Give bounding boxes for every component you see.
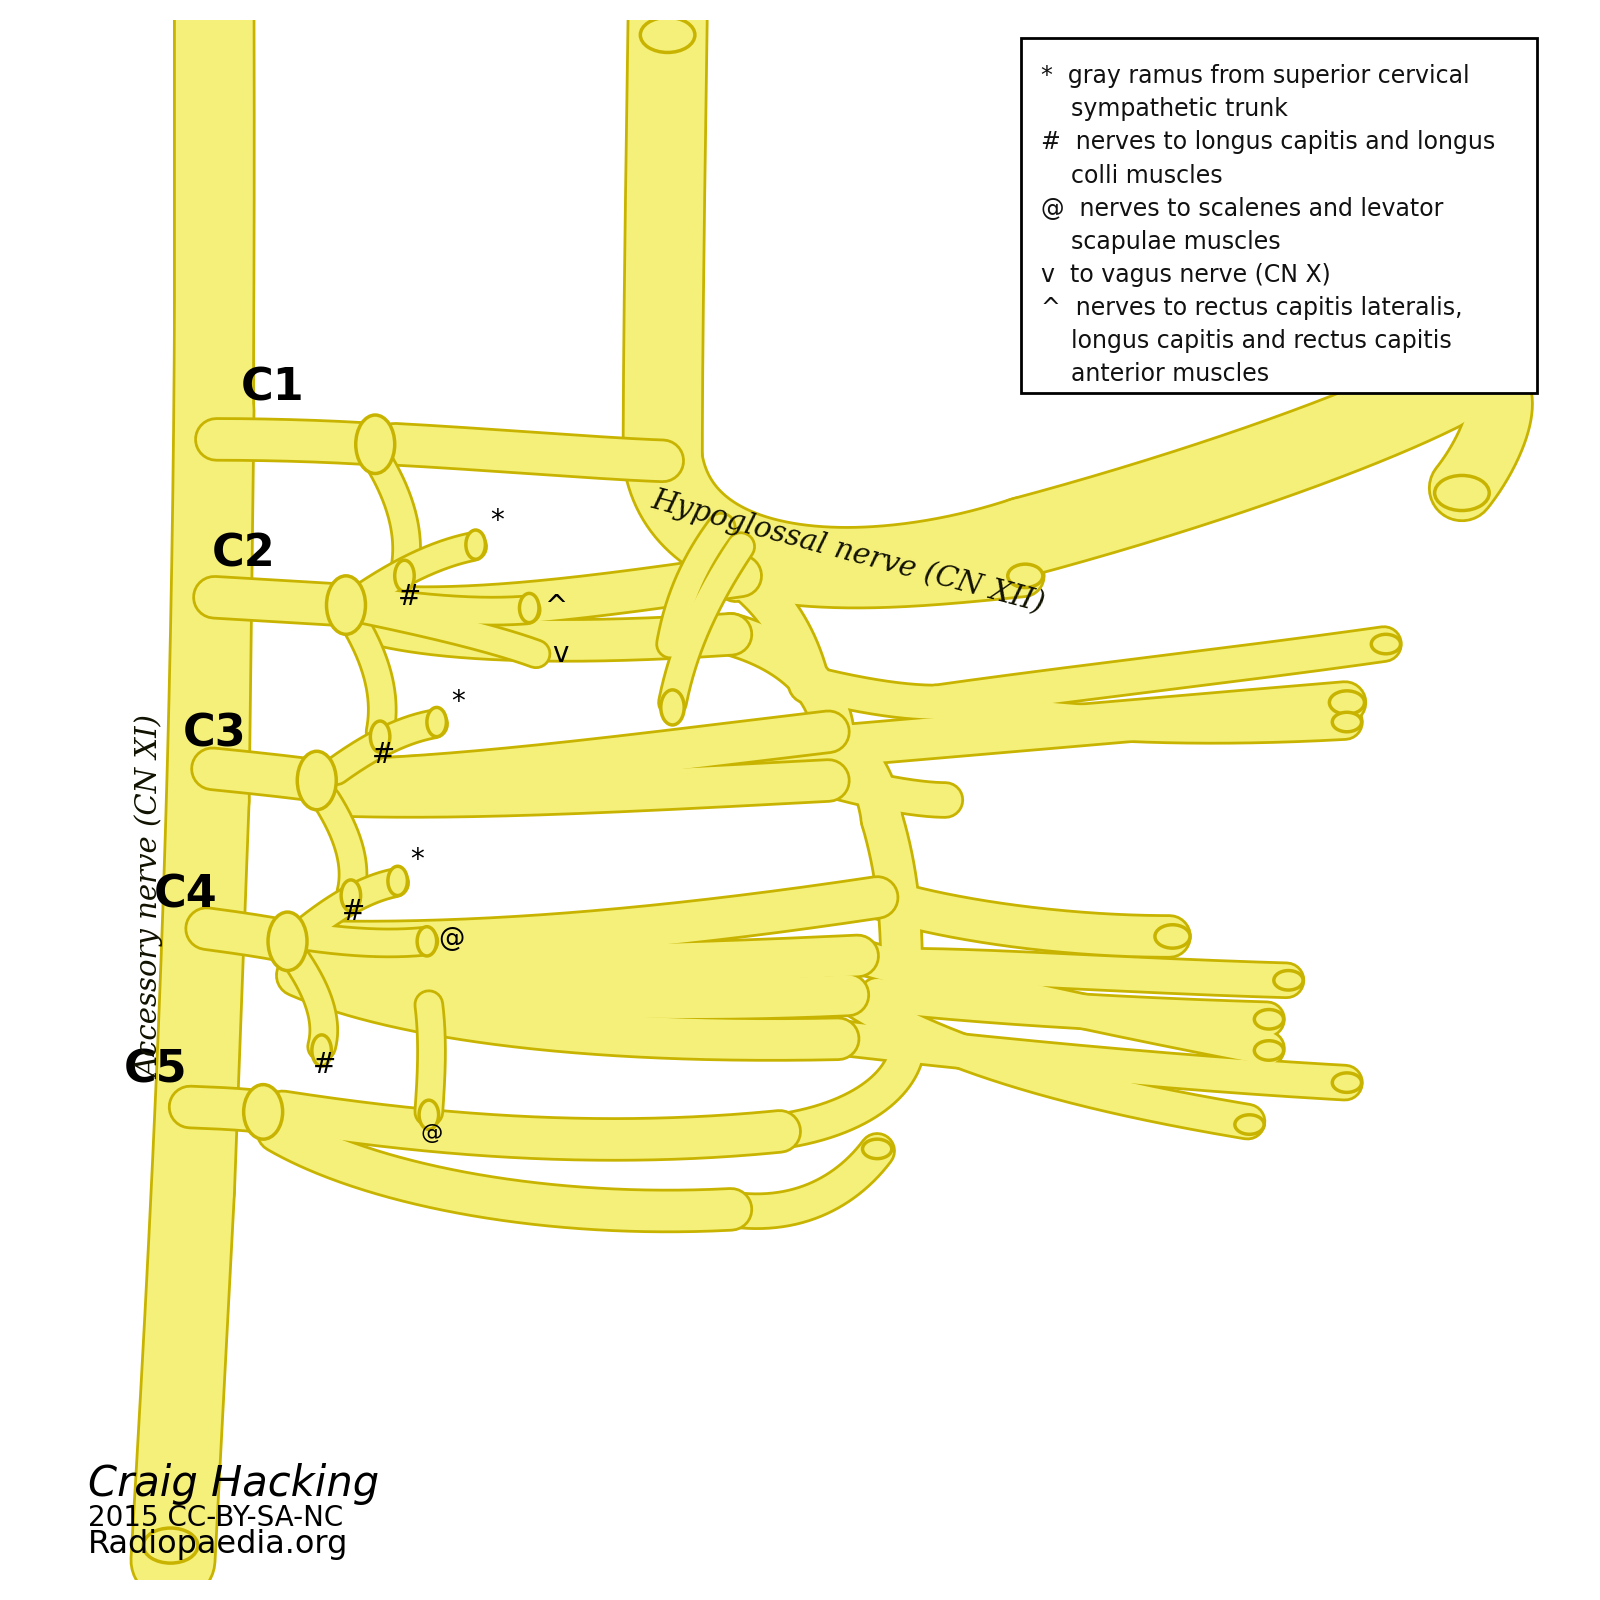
Text: Radiopaedia.org: Radiopaedia.org (88, 1530, 349, 1560)
Text: 2015 CC-BY-SA-NC: 2015 CC-BY-SA-NC (88, 1504, 342, 1531)
Ellipse shape (355, 414, 395, 474)
Ellipse shape (312, 1035, 331, 1066)
Text: C3: C3 (182, 712, 246, 755)
Ellipse shape (1333, 1074, 1362, 1093)
Ellipse shape (298, 752, 336, 810)
Text: ^: ^ (544, 594, 566, 621)
Text: #: # (342, 898, 365, 926)
Text: scapulae muscles: scapulae muscles (1042, 230, 1280, 254)
Ellipse shape (427, 707, 446, 736)
Ellipse shape (862, 1139, 891, 1158)
Text: @: @ (438, 926, 464, 952)
Ellipse shape (269, 912, 307, 971)
Ellipse shape (1330, 691, 1365, 714)
Ellipse shape (1254, 1010, 1283, 1029)
Ellipse shape (640, 18, 694, 53)
Ellipse shape (466, 530, 485, 560)
Ellipse shape (661, 690, 685, 725)
Text: #: # (398, 582, 421, 611)
Text: *: * (410, 846, 424, 874)
Text: C5: C5 (125, 1048, 187, 1091)
Text: ^  nerves to rectus capitis lateralis,: ^ nerves to rectus capitis lateralis, (1042, 296, 1462, 320)
Text: *: * (490, 507, 504, 534)
Ellipse shape (1435, 475, 1490, 510)
Text: #: # (371, 741, 395, 770)
Ellipse shape (341, 880, 360, 910)
Ellipse shape (370, 722, 390, 752)
Ellipse shape (1008, 565, 1043, 587)
Ellipse shape (1155, 925, 1190, 949)
Ellipse shape (418, 926, 437, 955)
Text: C4: C4 (154, 874, 218, 917)
Text: Hypoglossal nerve (CN XII): Hypoglossal nerve (CN XII) (648, 485, 1048, 618)
Ellipse shape (1333, 712, 1362, 731)
Text: C1: C1 (242, 366, 304, 410)
Ellipse shape (1235, 1115, 1264, 1134)
Ellipse shape (1254, 1040, 1283, 1061)
Text: sympathetic trunk: sympathetic trunk (1042, 98, 1288, 122)
Text: #: # (314, 1051, 336, 1078)
Text: @  nerves to scalenes and levator: @ nerves to scalenes and levator (1042, 197, 1443, 221)
Text: longus capitis and rectus capitis: longus capitis and rectus capitis (1042, 330, 1451, 354)
Text: Craig Hacking: Craig Hacking (88, 1462, 379, 1504)
Text: colli muscles: colli muscles (1042, 163, 1222, 187)
Text: anterior muscles: anterior muscles (1042, 362, 1269, 386)
Ellipse shape (419, 1101, 438, 1130)
Ellipse shape (326, 576, 365, 634)
Ellipse shape (1274, 971, 1302, 990)
Text: *  gray ramus from superior cervical: * gray ramus from superior cervical (1042, 64, 1469, 88)
Text: v: v (552, 640, 568, 667)
Text: Accessory nerve (CN XI): Accessory nerve (CN XI) (136, 715, 165, 1078)
Ellipse shape (520, 594, 539, 622)
Ellipse shape (1371, 634, 1400, 654)
Ellipse shape (144, 1528, 198, 1563)
Ellipse shape (243, 1085, 283, 1139)
FancyBboxPatch shape (1021, 38, 1538, 392)
Ellipse shape (395, 560, 414, 592)
Text: *: * (451, 688, 466, 717)
Text: C2: C2 (211, 533, 275, 574)
Ellipse shape (387, 866, 408, 896)
Text: @: @ (421, 1123, 443, 1142)
Text: #  nerves to longus capitis and longus: # nerves to longus capitis and longus (1042, 131, 1494, 155)
Text: v  to vagus nerve (CN X): v to vagus nerve (CN X) (1042, 262, 1331, 286)
